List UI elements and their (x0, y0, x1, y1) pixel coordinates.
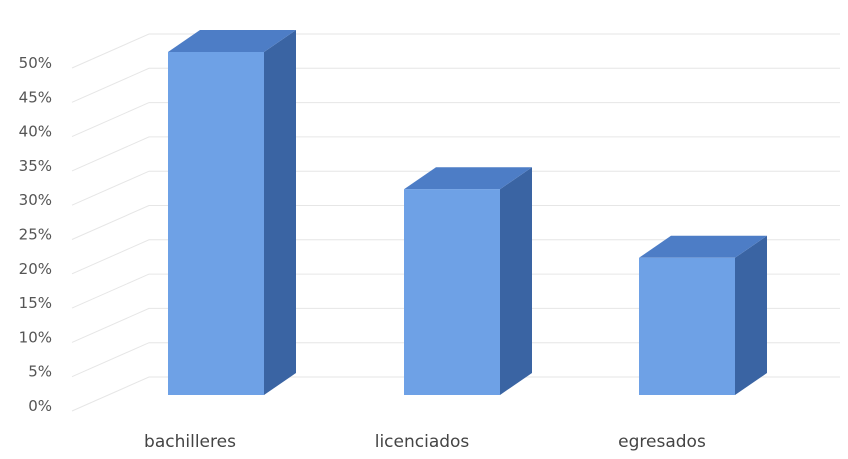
y-tick-label: 40% (19, 123, 52, 141)
bar (639, 235, 767, 395)
category-label: egresados (618, 432, 706, 452)
y-tick-label: 15% (19, 294, 52, 312)
y-tick-label: 10% (19, 328, 52, 346)
bar-front-face (168, 52, 264, 395)
gridlines (71, 33, 840, 412)
gridline (71, 273, 840, 309)
bar (404, 167, 532, 395)
gridline (71, 170, 840, 206)
y-tick-label: 35% (19, 157, 52, 175)
category-labels: bachilleres licenciados egresados (144, 432, 706, 452)
gridline (71, 342, 840, 378)
bar-side-face (500, 167, 532, 395)
category-label: bachilleres (144, 432, 236, 452)
gridline (71, 239, 840, 275)
y-tick-label: 45% (19, 88, 52, 106)
bar-side-face (264, 30, 296, 395)
gridline (71, 102, 840, 138)
y-axis-tick-labels: 0% 5% 10% 15% 20% 25% 30% 35% 40% 45% 50% (19, 54, 52, 415)
y-tick-label: 20% (19, 260, 52, 278)
bar-front-face (404, 189, 500, 395)
bar-top-face (639, 235, 767, 258)
gridline (71, 33, 840, 69)
bar-side-face (735, 235, 767, 395)
y-tick-label: 50% (19, 54, 52, 72)
bar (168, 30, 296, 395)
gridline (71, 307, 840, 343)
bars (168, 30, 767, 395)
y-tick-label: 5% (28, 363, 52, 381)
gridline (71, 205, 840, 240)
y-tick-label: 25% (19, 226, 52, 244)
gridline (71, 376, 840, 412)
category-label: licenciados (375, 432, 470, 452)
gridline (71, 67, 840, 103)
gridline (71, 136, 840, 172)
bar-front-face (639, 257, 735, 395)
y-tick-label: 30% (19, 191, 52, 209)
y-tick-label: 0% (28, 397, 52, 415)
bar-top-face (404, 167, 532, 190)
bar-top-face (168, 30, 296, 52)
